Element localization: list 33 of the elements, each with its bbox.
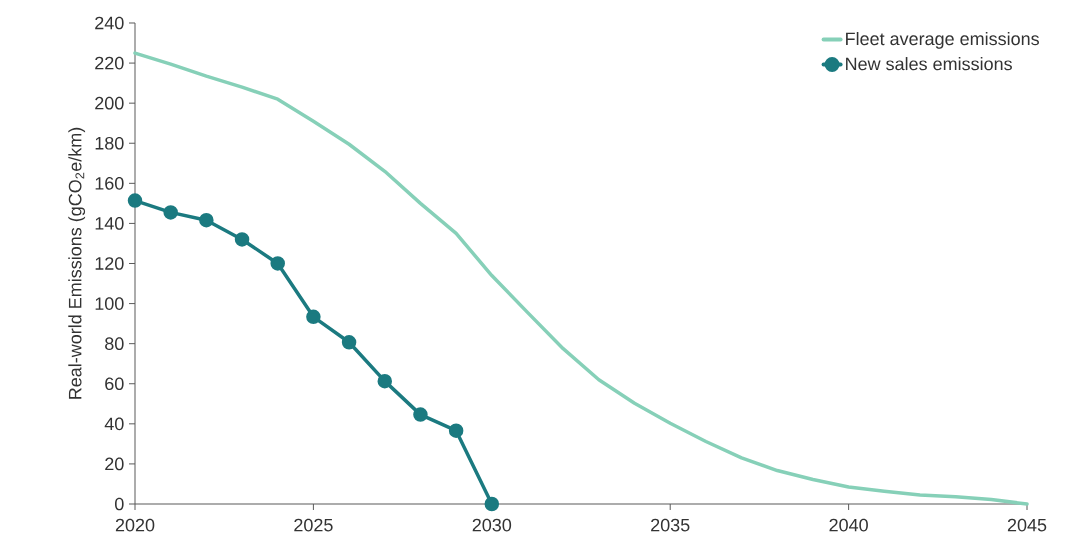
point bbox=[448, 423, 464, 438]
y-tick-label: 120 bbox=[95, 257, 124, 270]
y-tick-label: 60 bbox=[105, 377, 124, 391]
point bbox=[341, 335, 357, 350]
x-tick-label: 2045 bbox=[1007, 518, 1047, 532]
legend-label: Fleet average emissions bbox=[846, 31, 1039, 49]
x-tick-label: 2040 bbox=[829, 518, 868, 532]
y-axis-title: Real-world Emissions (gCO$_{2}$e/km) bbox=[68, 127, 86, 399]
point bbox=[127, 193, 143, 208]
y-tick-label: 80 bbox=[105, 337, 124, 351]
x-tick-label: 2030 bbox=[472, 518, 512, 532]
point bbox=[270, 256, 285, 271]
y-tick-label: 180 bbox=[95, 136, 124, 150]
point bbox=[163, 205, 178, 220]
x-tick-label: 2025 bbox=[294, 518, 333, 532]
y-tick-label: 240 bbox=[95, 16, 124, 30]
y-tick-label: 220 bbox=[95, 56, 124, 70]
y-tick-label: 160 bbox=[95, 176, 124, 190]
y-tick-label: 40 bbox=[104, 417, 124, 431]
point bbox=[199, 212, 214, 228]
x-tick-label: 2020 bbox=[115, 518, 155, 532]
point bbox=[377, 373, 393, 389]
legend-label: New sales emissions bbox=[846, 57, 1012, 71]
y-tick-label: 200 bbox=[95, 96, 124, 110]
point bbox=[484, 496, 500, 512]
point bbox=[413, 407, 428, 422]
point bbox=[306, 309, 321, 325]
x-tick-label: 2035 bbox=[651, 518, 690, 532]
y-tick-label: 140 bbox=[95, 217, 124, 230]
y-tick-label: 0 bbox=[115, 497, 124, 511]
point bbox=[234, 232, 250, 247]
y-tick-label: 100 bbox=[95, 297, 124, 310]
y-tick-label: 20 bbox=[105, 457, 124, 471]
